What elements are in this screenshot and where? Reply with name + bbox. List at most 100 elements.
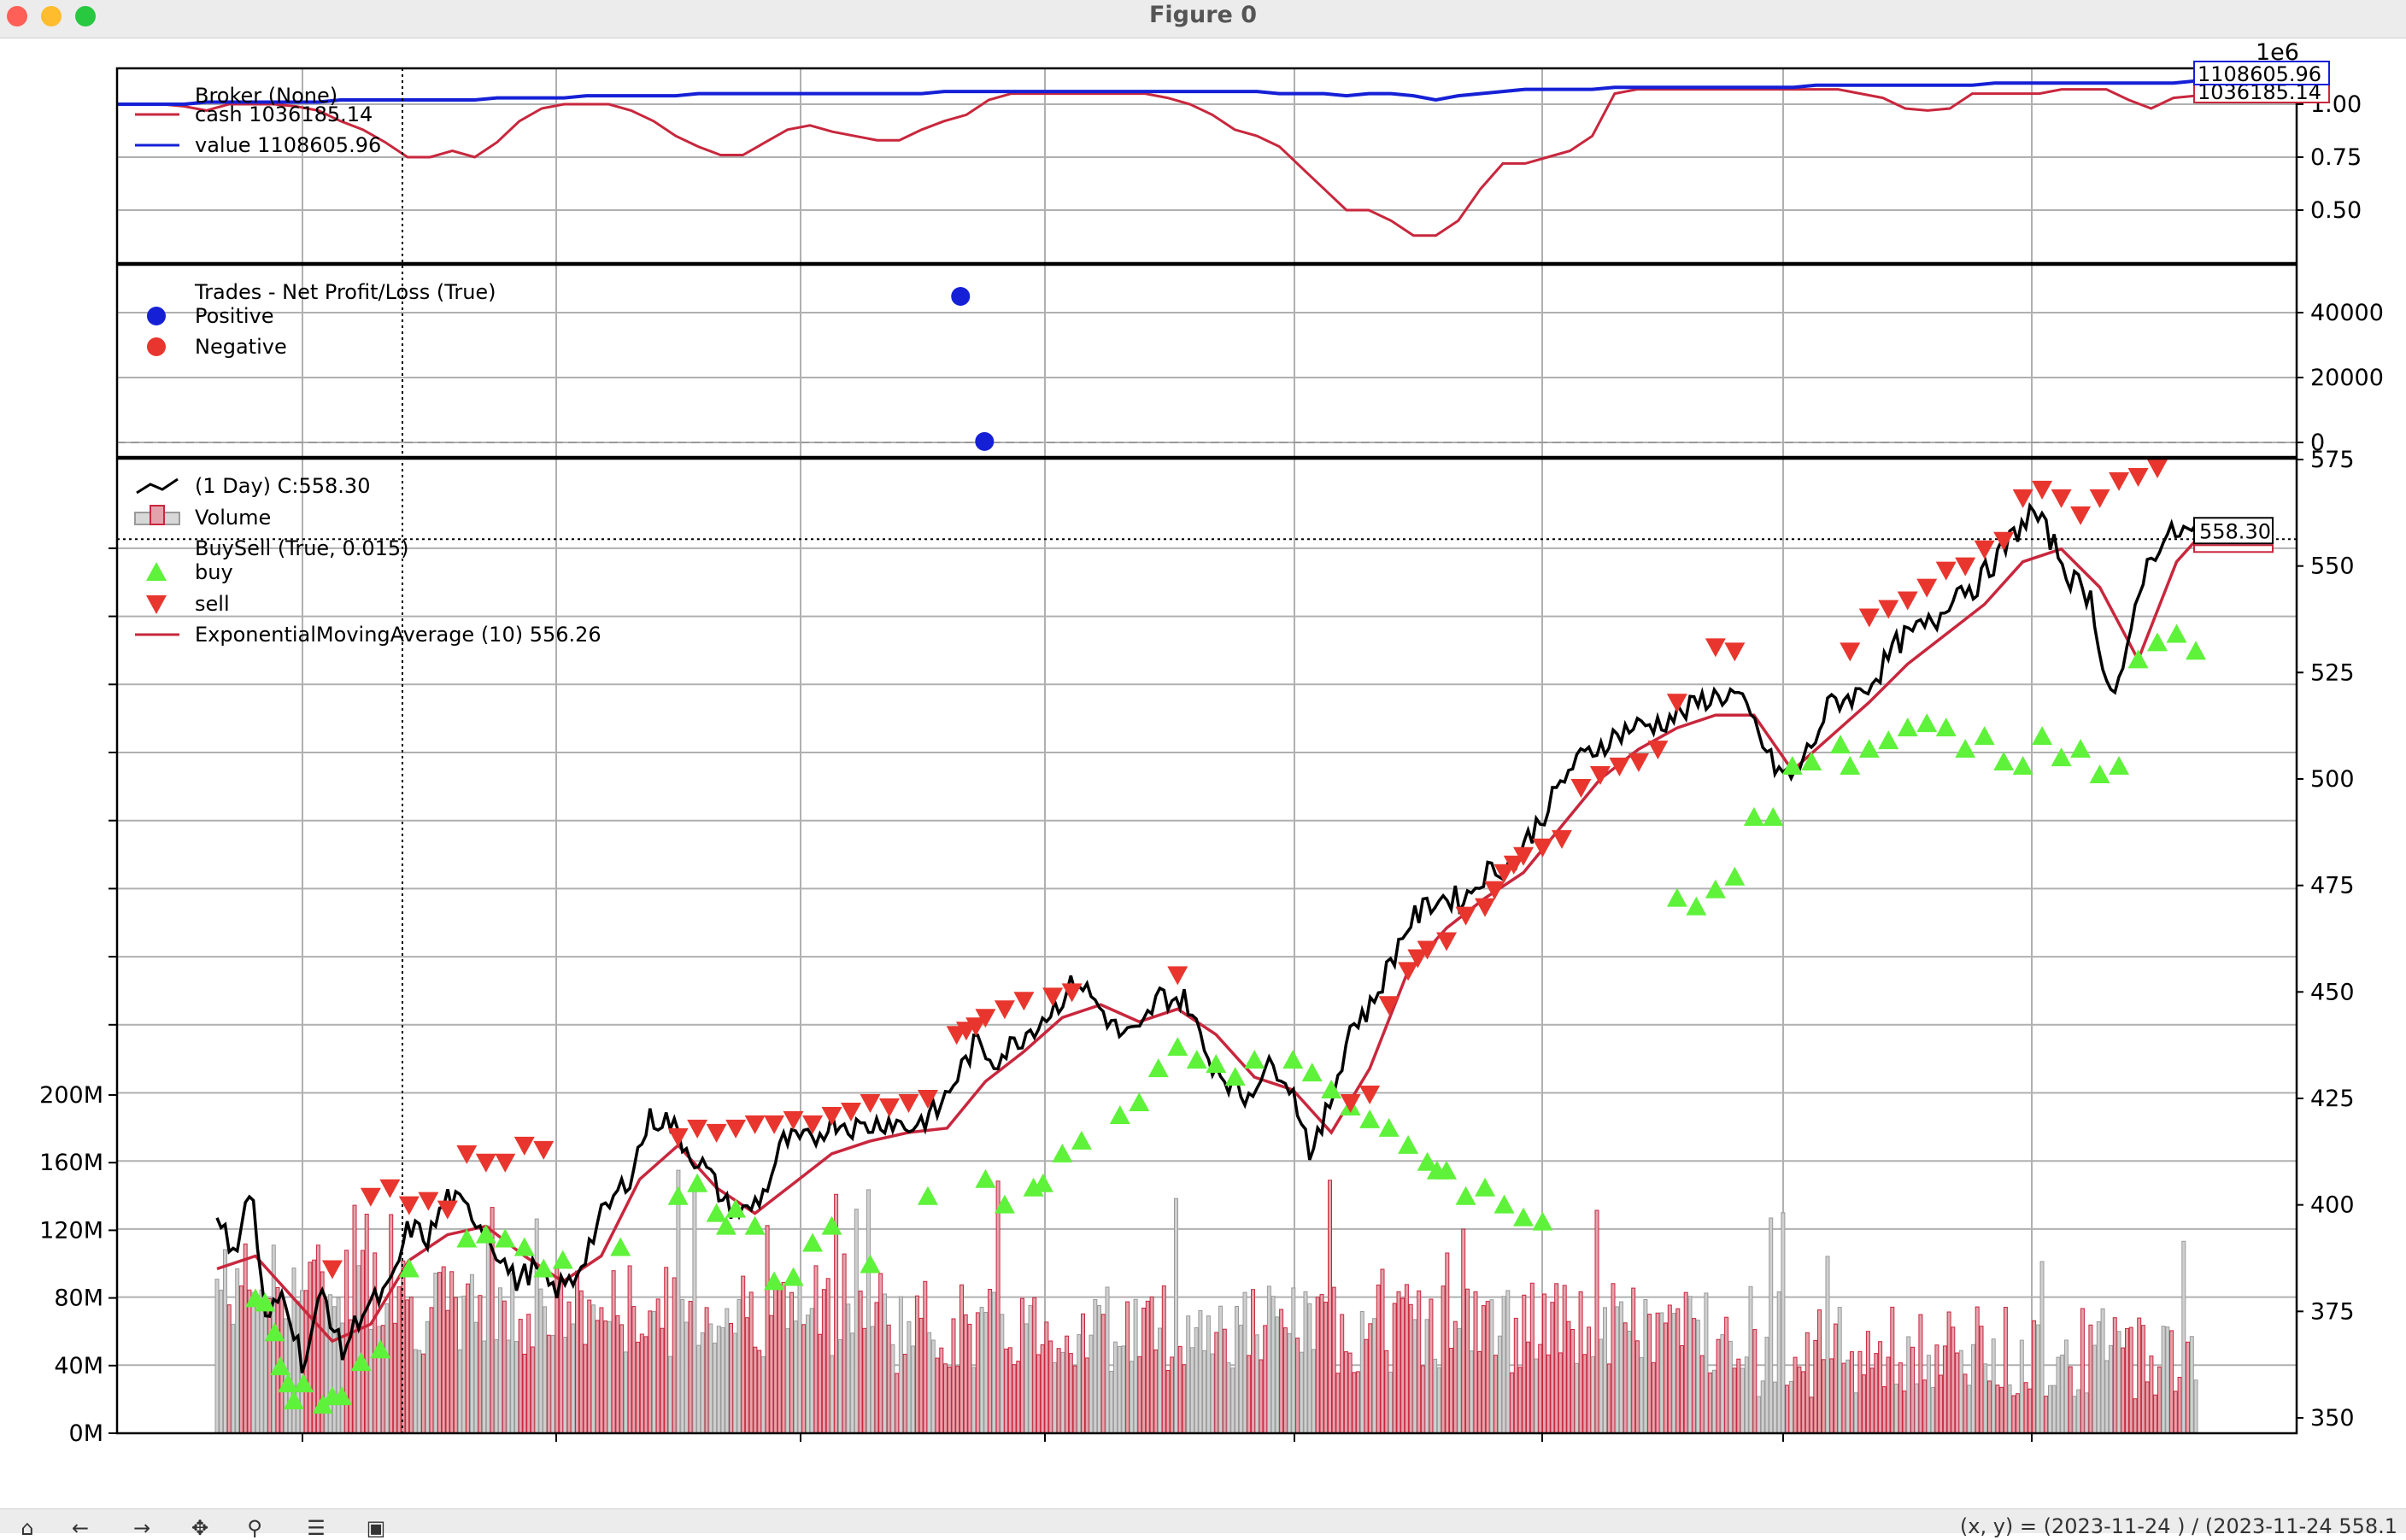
- price-y-tick-label: 475: [2310, 873, 2355, 899]
- buy-marker: [1301, 1063, 1323, 1082]
- volume-bar: [510, 1273, 515, 1434]
- zoom-window-button[interactable]: [75, 6, 96, 26]
- buy-marker: [1475, 1177, 1496, 1197]
- volume-bar: [1991, 1338, 1996, 1434]
- volume-bar: [1356, 1371, 1361, 1434]
- buy-marker: [1032, 1173, 1053, 1192]
- minimize-window-button[interactable]: [41, 6, 62, 26]
- volume-bar: [1465, 1288, 1470, 1434]
- back-icon[interactable]: ←: [71, 1516, 90, 1540]
- window-title: Figure 0: [1148, 2, 1258, 28]
- volume-bar: [1720, 1334, 1725, 1434]
- volume-bar: [660, 1327, 665, 1434]
- volume-bar: [1680, 1345, 1684, 1434]
- volume-bar: [1910, 1346, 1915, 1434]
- volume-bar: [760, 1356, 766, 1434]
- volume-bar: [1550, 1302, 1555, 1434]
- volume-bar: [1902, 1391, 1907, 1434]
- volume-bar: [267, 1297, 273, 1434]
- volume-bar: [1821, 1359, 1826, 1434]
- volume-bar: [898, 1296, 903, 1434]
- sell-marker: [860, 1093, 881, 1113]
- volume-bar: [356, 1265, 361, 1434]
- home-icon[interactable]: ⌂: [21, 1516, 34, 1540]
- volume-y-tick-label: 200M: [39, 1082, 103, 1109]
- volume-bar: [1072, 1365, 1077, 1434]
- volume-bar: [870, 1326, 875, 1434]
- volume-bar: [473, 1321, 478, 1434]
- sell-marker: [437, 1200, 458, 1220]
- close-window-button[interactable]: [7, 6, 27, 26]
- volume-bar: [2063, 1339, 2069, 1434]
- broker-y-tick-label: 0.75: [2310, 144, 2362, 171]
- sell-marker: [2147, 459, 2168, 478]
- volume-bar: [1112, 1341, 1118, 1434]
- volume-bar: [967, 1323, 972, 1434]
- volume-bar: [1372, 1318, 1377, 1434]
- volume-bar: [1445, 1252, 1450, 1434]
- volume-bar: [895, 1373, 900, 1434]
- volume-bar: [1716, 1338, 1721, 1434]
- buy-marker: [1398, 1134, 1419, 1154]
- volume-bar: [2116, 1331, 2121, 1434]
- volume-bar: [1704, 1292, 1709, 1434]
- sell-marker: [1042, 987, 1064, 1007]
- volume-bar: [664, 1267, 669, 1434]
- forward-icon[interactable]: →: [132, 1516, 151, 1540]
- volume-bar: [1587, 1326, 1592, 1434]
- volume-bar: [2112, 1317, 2117, 1434]
- configure-icon[interactable]: ☰: [307, 1516, 326, 1540]
- buy-marker: [1513, 1207, 1535, 1227]
- last-close-label: 558.30: [2199, 519, 2271, 543]
- broker-legend-title: Broker (None): [195, 84, 337, 108]
- volume-bar: [781, 1281, 786, 1434]
- volume-bar: [1922, 1379, 1928, 1434]
- buy-marker: [1359, 1109, 1381, 1128]
- volume-bar: [918, 1317, 924, 1434]
- volume-bar: [478, 1295, 483, 1434]
- volume-bar: [1133, 1298, 1138, 1434]
- volume-bar: [789, 1291, 794, 1434]
- buy-marker: [1282, 1050, 1304, 1069]
- volume-bar: [676, 1169, 681, 1434]
- volume-bar: [1983, 1363, 1988, 1434]
- sell-marker: [1436, 932, 1458, 952]
- save-icon[interactable]: ▣: [366, 1516, 386, 1540]
- pan-icon[interactable]: ✥: [191, 1516, 209, 1540]
- volume-bar: [1748, 1285, 1753, 1434]
- volume-bar: [543, 1306, 548, 1434]
- volume-bar: [955, 1366, 960, 1434]
- volume-bar: [2133, 1398, 2138, 1434]
- volume-bar: [2128, 1326, 2133, 1434]
- figure-canvas[interactable]: 0.500.751.001e60200004000035037540042545…: [0, 38, 2406, 1508]
- volume-bar: [830, 1355, 835, 1434]
- zoom-icon[interactable]: ⚲: [247, 1516, 262, 1540]
- sell-marker: [975, 1009, 996, 1028]
- volume-bar: [1335, 1373, 1341, 1434]
- buy-marker: [370, 1339, 391, 1359]
- trades-legend-entry: Positive: [195, 304, 274, 328]
- volume-bar: [1599, 1338, 1604, 1434]
- volume-bar: [255, 1304, 260, 1434]
- buy-marker: [2109, 756, 2130, 776]
- volume-bar: [1865, 1331, 1870, 1434]
- volume-bar: [1145, 1300, 1150, 1434]
- volume-bar: [1319, 1294, 1324, 1434]
- volume-bar: [1452, 1320, 1458, 1434]
- sell-marker: [1493, 864, 1515, 883]
- volume-bar: [1570, 1329, 1576, 1434]
- volume-bar: [1590, 1356, 1595, 1434]
- volume-bar: [744, 1317, 749, 1434]
- volume-bar: [854, 1209, 859, 1434]
- volume-bar: [2035, 1324, 2040, 1434]
- buy-marker: [1686, 896, 1707, 916]
- volume-bar: [692, 1189, 697, 1434]
- volume-bar: [1534, 1358, 1539, 1434]
- volume-bar: [1081, 1313, 1085, 1434]
- buy-marker: [821, 1215, 842, 1235]
- volume-bar: [935, 1357, 940, 1434]
- volume-bar: [1809, 1397, 1814, 1434]
- buy-marker: [1935, 717, 1957, 737]
- volume-bar: [1238, 1324, 1243, 1434]
- volume-bar: [413, 1349, 418, 1434]
